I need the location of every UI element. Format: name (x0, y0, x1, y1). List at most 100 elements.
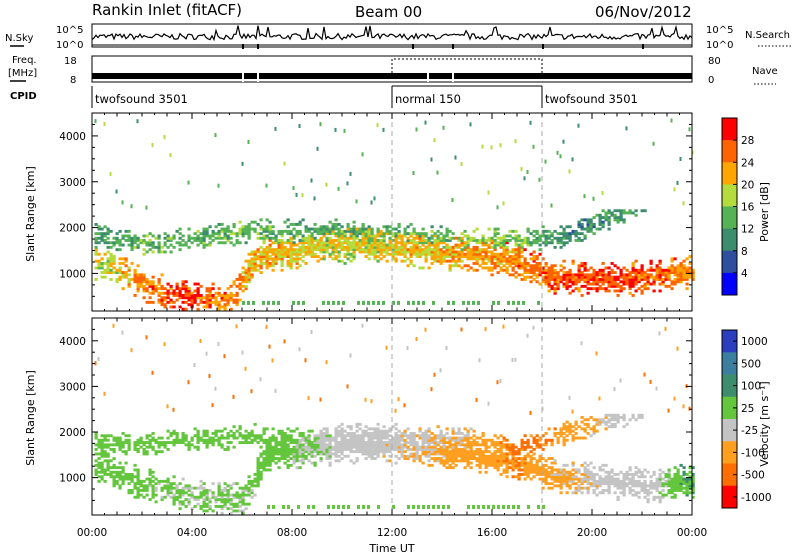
heatmap-cell (202, 227, 206, 231)
heatmap-cell (316, 227, 320, 231)
heatmap-cell (568, 473, 572, 476)
heatmap-cell (370, 232, 374, 236)
heatmap-cell (202, 239, 206, 242)
heatmap-cell (328, 454, 332, 458)
heatmap-cell (376, 432, 380, 435)
heatmap-cell (319, 245, 323, 249)
heatmap-cell (589, 287, 593, 291)
heatmap-cell (391, 239, 395, 242)
heatmap-cell (547, 457, 551, 460)
heatmap-cell (166, 441, 170, 444)
heatmap-cell (298, 452, 302, 456)
heatmap-cell (523, 271, 527, 274)
heatmap-cell (220, 296, 224, 300)
heatmap-cell (670, 491, 674, 495)
heatmap-cell (352, 257, 356, 261)
heatmap-cell (346, 445, 350, 449)
heatmap-cell (547, 275, 551, 279)
heatmap-cell (469, 461, 473, 465)
heatmap-cell (445, 248, 449, 252)
nave-dotted-line (391, 58, 543, 74)
heatmap-cell (364, 425, 368, 429)
heatmap-cell (448, 268, 452, 272)
heatmap-cell (100, 445, 104, 449)
heatmap-cell (439, 429, 443, 433)
heatmap-cell (523, 445, 527, 449)
heatmap-cell (559, 484, 563, 488)
heatmap-cell (640, 473, 644, 476)
heatmap-cell (649, 479, 653, 483)
heatmap-cell (202, 500, 206, 504)
heatmap-cell (238, 229, 242, 233)
heatmap-cell (571, 425, 575, 429)
heatmap-cell (145, 489, 149, 492)
heatmap-cell (391, 436, 395, 440)
heatmap-cell (460, 255, 464, 258)
heatmap-cell (283, 443, 287, 447)
nave-label: Nave (752, 66, 778, 77)
heatmap-cell (625, 473, 629, 476)
heatmap-cell (397, 429, 401, 433)
heatmap-cell (334, 243, 338, 247)
heatmap-cell (379, 445, 383, 449)
heatmap-cell (259, 250, 263, 254)
heatmap-cell (538, 234, 542, 238)
heatmap-cell (325, 229, 329, 233)
heatmap-cell (658, 475, 662, 479)
heatmap-cell (256, 457, 260, 460)
heatmap-cell (274, 388, 277, 393)
colorbar-segment (722, 140, 737, 163)
heatmap-cell (232, 509, 236, 513)
heatmap-cell (502, 452, 506, 456)
heatmap-cell (403, 250, 407, 254)
heatmap-cell (445, 432, 449, 435)
heatmap-cell (244, 227, 248, 231)
heatmap-cell (217, 232, 221, 236)
heatmap-cell (514, 234, 518, 238)
heatmap-cell (328, 457, 332, 460)
heatmap-cell (238, 273, 242, 277)
heatmap-cell (241, 495, 245, 499)
heatmap-cell (109, 172, 112, 177)
heatmap-cell (277, 257, 281, 261)
heatmap-cell (124, 450, 128, 454)
heatmap-cell (226, 227, 230, 231)
heatmap-cell (535, 280, 539, 284)
heatmap-cell (397, 241, 401, 245)
heatmap-cell (325, 434, 329, 438)
heatmap-cell (595, 422, 599, 426)
heatmap-cell (301, 248, 305, 252)
heatmap-cell (373, 248, 377, 252)
heatmap-cell (127, 448, 131, 451)
heatmap-cell (502, 457, 506, 460)
heatmap-cell (628, 273, 632, 277)
heatmap-cell (223, 498, 227, 501)
heatmap-cell (502, 438, 506, 442)
heatmap-cell (452, 300, 455, 305)
heatmap-cell (163, 303, 167, 307)
heatmap-cell (586, 278, 590, 281)
heatmap-cell (331, 225, 335, 229)
heatmap-cell (604, 475, 608, 479)
heatmap-cell (467, 504, 470, 509)
heatmap-cell (130, 491, 134, 495)
heatmap-cell (508, 452, 512, 456)
heatmap-cell (400, 445, 404, 449)
heatmap-cell (106, 452, 110, 456)
heatmap-cell (208, 291, 212, 295)
heatmap-cell (352, 441, 356, 444)
heatmap-cell (193, 298, 197, 302)
heatmap-cell (157, 436, 161, 440)
heatmap-cell (652, 282, 656, 286)
heatmap-cell (223, 236, 227, 240)
heatmap-cell (418, 239, 422, 242)
heatmap-cell (280, 429, 284, 433)
heatmap-cell (637, 413, 641, 417)
heatmap-cell (673, 489, 677, 492)
heatmap-cell (250, 268, 254, 272)
heatmap-cell (379, 239, 383, 242)
heatmap-cell (163, 441, 167, 444)
heatmap-cell (397, 232, 401, 236)
heatmap-cell (292, 227, 296, 231)
heatmap-cell (415, 441, 419, 444)
